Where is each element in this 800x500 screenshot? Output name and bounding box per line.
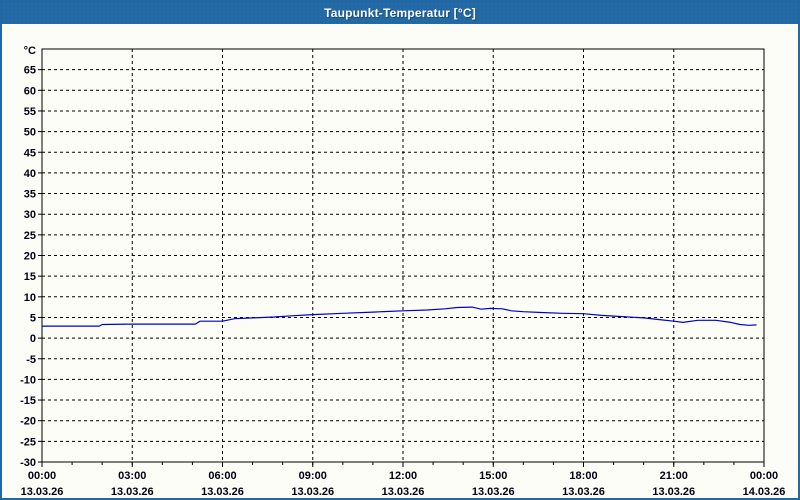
x-tick-time-label: 18:00 <box>569 470 597 482</box>
x-tick-date-label: 13.03.26 <box>652 486 695 498</box>
y-tick-label: 35 <box>24 189 36 201</box>
x-tick-date-label: 13.03.26 <box>21 486 64 498</box>
x-tick-time-label: 00:00 <box>28 470 56 482</box>
x-tick-time-label: 09:00 <box>299 470 327 482</box>
x-tick-time-label: 03:00 <box>118 470 146 482</box>
x-tick-date-label: 13.03.26 <box>201 486 244 498</box>
x-tick-date-label: 13.03.26 <box>291 486 334 498</box>
y-tick-label: 5 <box>30 312 36 324</box>
x-tick-time-label: 21:00 <box>660 470 688 482</box>
y-tick-label: 20 <box>24 251 36 263</box>
x-tick-time-label: 12:00 <box>389 470 417 482</box>
y-tick-label: 25 <box>24 230 36 242</box>
chart-area: 65 60 55 50 45 40 35 30 25 20 15 10 5 0 -5 -10 -15 -20 -25… <box>4 26 798 498</box>
x-tick-date-label: 13.03.26 <box>562 486 605 498</box>
y-tick-label: -15 <box>20 395 36 407</box>
y-tick-label: 0 <box>30 333 36 345</box>
y-tick-label: 50 <box>24 127 36 139</box>
window-title: Taupunkt-Temperatur [°C] <box>324 6 476 20</box>
y-tick-label: 30 <box>24 209 36 221</box>
window-titlebar[interactable]: Taupunkt-Temperatur [°C] <box>2 2 798 24</box>
y-tick-label: -30 <box>20 457 36 469</box>
x-tick-date-label: 14.03.26 <box>743 486 786 498</box>
y-tick-label: -5 <box>26 354 36 366</box>
x-tick-time-label: 15:00 <box>479 470 507 482</box>
y-tick-label: 15 <box>24 271 36 283</box>
dewpoint-temperature-chart: 65605550454035302520151050-5-10-15-20-25… <box>20 45 786 498</box>
y-tick-label: 45 <box>24 147 36 159</box>
y-axis-unit-label: °C <box>24 45 36 57</box>
y-tick-label: 60 <box>24 85 36 97</box>
y-tick-label: 10 <box>24 292 36 304</box>
x-tick-time-label: 00:00 <box>750 470 778 482</box>
y-tick-label: -10 <box>20 374 36 386</box>
y-tick-label: 40 <box>24 168 36 180</box>
x-tick-date-label: 13.03.26 <box>111 486 154 498</box>
y-tick-label: -20 <box>20 416 36 428</box>
series-line-taupunkt-temperatur <box>42 306 757 327</box>
plot-border <box>41 48 765 463</box>
y-tick-label: -25 <box>20 436 36 448</box>
y-tick-label: 55 <box>24 106 36 118</box>
x-tick-time-label: 06:00 <box>208 470 236 482</box>
x-tick-date-label: 13.03.26 <box>382 486 425 498</box>
x-tick-date-label: 13.03.26 <box>472 486 515 498</box>
y-tick-label: 65 <box>24 65 36 77</box>
